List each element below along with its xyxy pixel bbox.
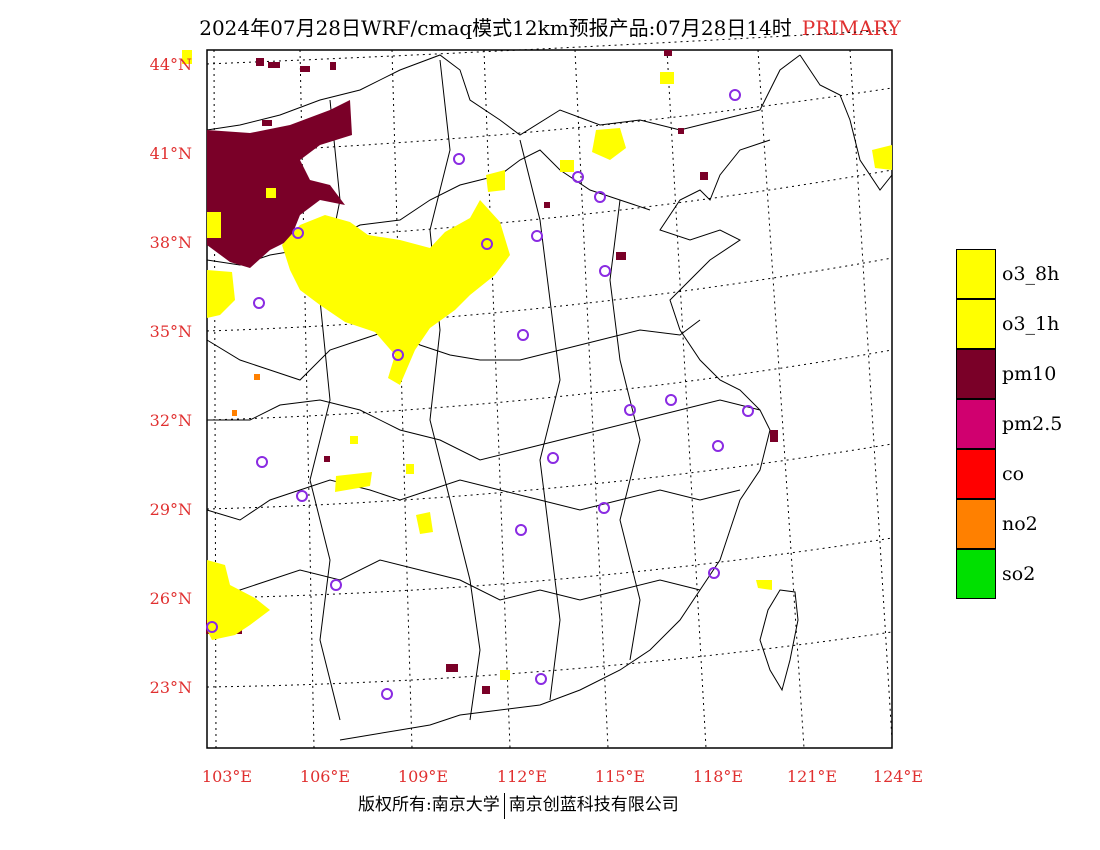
legend-swatch [956,499,996,549]
lon-label: 115°E [595,767,645,786]
o3-areas [182,50,892,680]
lat-label: 38°N [150,233,192,252]
legend-label: so2 [1002,563,1036,585]
lat-label: 23°N [150,678,192,697]
legend-swatch [956,349,996,399]
title-tag: PRIMARY [801,16,901,40]
legend-swatch [956,299,996,349]
lat-label: 29°N [150,500,192,519]
longitude-labels: 103°E 106°E 109°E 112°E 115°E 118°E 121°… [202,767,923,786]
legend-swatch [956,249,996,299]
boundaries [206,54,893,741]
footer-separator [503,792,505,819]
lon-label: 103°E [202,767,252,786]
lat-label: 44°N [150,55,192,74]
no2-areas [232,374,260,416]
legend-label: no2 [1002,513,1038,535]
lon-label: 112°E [497,767,547,786]
latitude-labels: 44°N 41°N 38°N 35°N 32°N 29°N 26°N 23°N [150,55,192,697]
legend-label: pm2.5 [1002,413,1063,435]
lat-label: 35°N [150,322,192,341]
lon-label: 121°E [787,767,837,786]
legend-label: o3_8h [1002,263,1060,285]
lat-label: 32°N [150,411,192,430]
legend-label: o3_1h [1002,313,1060,335]
lon-label: 109°E [398,767,448,786]
copyright-right: 南京创蓝科技有限公司 [508,795,679,815]
map-title: 2024年07月28日WRF/cmaq模式12km预报产品:07月28日14时 P… [0,12,1100,41]
map-frame [206,49,893,749]
graticule [206,29,893,749]
legend-swatch [956,399,996,449]
legend-swatch [956,549,996,599]
title-text: 2024年07月28日WRF/cmaq模式12km预报产品:07月28日14时 [199,16,792,40]
station-markers [206,89,754,700]
lat-label: 26°N [150,589,192,608]
lon-label: 118°E [693,767,743,786]
copyright-left: 版权所有:南京大学 [358,795,500,815]
legend-swatch [956,449,996,499]
lon-label: 124°E [873,767,923,786]
copyright-footer: 版权所有:南京大学 南京创蓝科技有限公司 [358,790,679,819]
lat-label: 41°N [150,144,192,163]
legend-label: pm10 [1002,363,1057,385]
lon-label: 106°E [300,767,350,786]
legend-label: co [1002,463,1025,485]
